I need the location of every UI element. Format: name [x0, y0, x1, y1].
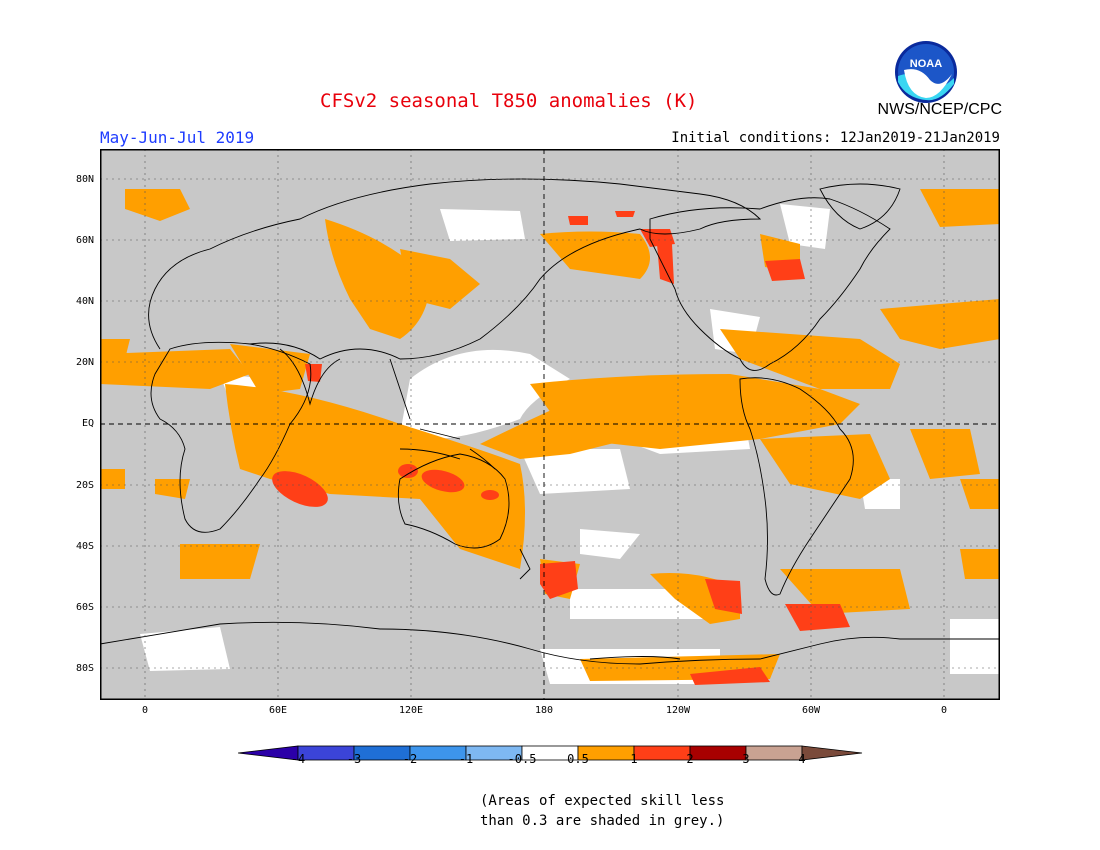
equator-and-dateline [100, 149, 1000, 700]
lat-label-20s: 20S [75, 480, 94, 491]
colorbar-tick-label: -3 [346, 752, 362, 766]
warm-anomaly-regions [100, 189, 1000, 681]
lat-label-80n: 80N [75, 174, 94, 185]
noaa-logo-icon: NOAA [895, 41, 957, 103]
colorbar-tick-label: 2 [686, 752, 694, 766]
colorbar-tick-label: 3 [742, 752, 750, 766]
lat-label-40s: 40S [75, 541, 94, 552]
graticule [100, 149, 1000, 700]
lon-label-60e: 60E [268, 705, 288, 716]
initial-conditions-label: Initial conditions: 12Jan2019-21Jan2019 [671, 130, 1000, 146]
lat-label-80s: 80S [75, 663, 94, 674]
season-label: May-Jun-Jul 2019 [100, 128, 255, 147]
anomaly-map [100, 149, 1000, 700]
lon-label-0: 0 [141, 705, 149, 716]
skill-note-line2: than 0.3 are shaded in grey.) [480, 813, 725, 829]
lat-label-40n: 40N [75, 296, 94, 307]
colorbar-tick-label: -4 [290, 752, 306, 766]
colorbar-tick-label: -2 [402, 752, 418, 766]
colorbar-tick-label: -0.5 [507, 752, 537, 766]
coastlines [100, 178, 1000, 665]
lat-label-60s: 60S [75, 602, 94, 613]
colorbar-end-high [801, 745, 863, 761]
colorbar-tick-label: 4 [798, 752, 806, 766]
agency-label: NWS/NCEP/CPC [877, 101, 1002, 118]
lon-label-0-east: 0 [940, 705, 948, 716]
colorbar-tick-label: -1 [458, 752, 474, 766]
lat-label-eq: EQ [81, 418, 94, 429]
lat-label-60n: 60N [75, 235, 94, 246]
colorbar-tick-label: 0.5 [567, 752, 589, 766]
strong-warm-anomaly-regions [272, 211, 850, 685]
colorbar [238, 745, 863, 761]
lon-label-120w: 120W [665, 705, 691, 716]
lon-label-60w: 60W [801, 705, 821, 716]
lon-label-180: 180 [534, 705, 554, 716]
skill-note-line1: (Areas of expected skill less [480, 793, 725, 809]
lon-label-120e: 120E [398, 705, 424, 716]
lat-label-20n: 20N [75, 357, 94, 368]
map-title: CFSv2 seasonal T850 anomalies (K) [320, 90, 698, 112]
logo-text: NOAA [910, 58, 942, 70]
colorbar-tick-label: 1 [630, 752, 638, 766]
map-frame [100, 149, 1000, 700]
